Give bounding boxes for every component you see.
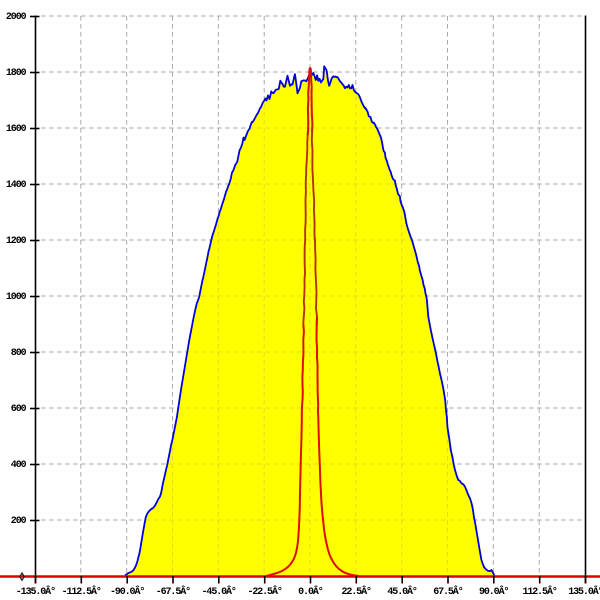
svg-text:0.0Â°: 0.0Â° [298, 584, 323, 598]
svg-text:112.5Â°: 112.5Â° [522, 584, 556, 598]
svg-text:1400: 1400 [6, 180, 27, 191]
svg-text:1800: 1800 [6, 68, 27, 79]
svg-text:135.0Â°: 135.0Â° [568, 584, 600, 598]
svg-text:-45.0Â°: -45.0Â° [202, 584, 236, 598]
svg-text:67.5Â°: 67.5Â° [433, 584, 463, 598]
svg-text:800: 800 [11, 348, 27, 359]
svg-text:45.0Â°: 45.0Â° [387, 584, 417, 598]
svg-text:-90.0Â°: -90.0Â° [110, 584, 144, 598]
svg-text:-135.0Â°: -135.0Â° [16, 584, 55, 598]
svg-text:1000: 1000 [6, 292, 27, 303]
svg-text:90.0Â°: 90.0Â° [479, 584, 509, 598]
svg-text:-112.5Â°: -112.5Â° [62, 584, 101, 598]
svg-text:600: 600 [11, 404, 27, 415]
svg-text:200: 200 [11, 516, 27, 527]
svg-text:22.5Â°: 22.5Â° [341, 584, 371, 598]
svg-text:2000: 2000 [6, 12, 27, 23]
svg-text:1600: 1600 [6, 124, 27, 135]
svg-text:400: 400 [11, 460, 27, 471]
svg-text:-67.5Â°: -67.5Â° [156, 584, 190, 598]
svg-text:-22.5Â°: -22.5Â° [247, 584, 281, 598]
svg-text:1200: 1200 [6, 236, 27, 247]
